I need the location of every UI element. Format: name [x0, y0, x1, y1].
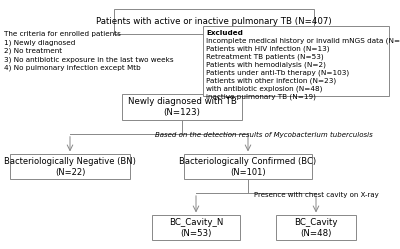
FancyBboxPatch shape [276, 215, 356, 240]
Text: BC_Cavity
(N=48): BC_Cavity (N=48) [294, 218, 338, 238]
FancyBboxPatch shape [152, 215, 240, 240]
Text: Presence with chest cavity on X-ray: Presence with chest cavity on X-ray [254, 192, 378, 198]
FancyBboxPatch shape [184, 154, 312, 179]
Text: Patients with active or inactive pulmonary TB (N=407): Patients with active or inactive pulmona… [96, 17, 332, 26]
Text: Based on the detection results of Mycobacterium tuberculosis: Based on the detection results of Mycoba… [155, 131, 373, 137]
Text: Bacteriologically Confirmed (BC)
(N=101): Bacteriologically Confirmed (BC) (N=101) [180, 157, 316, 177]
Text: Bacteriologically Negative (BN)
(N=22): Bacteriologically Negative (BN) (N=22) [4, 157, 136, 177]
Text: BC_Cavity_N
(N=53): BC_Cavity_N (N=53) [169, 218, 223, 238]
Text: Incomplete medical history or invalid mNGS data (N=23)
Patients with HIV infecti: Incomplete medical history or invalid mN… [206, 37, 400, 100]
Text: The criteria for enrolled patients
1) Newly diagnosed
2) No treatment
3) No anti: The criteria for enrolled patients 1) Ne… [4, 31, 174, 71]
FancyBboxPatch shape [114, 9, 314, 34]
FancyBboxPatch shape [10, 154, 130, 179]
Text: Newly diagnosed with TB
(N=123): Newly diagnosed with TB (N=123) [128, 97, 236, 117]
FancyBboxPatch shape [122, 94, 242, 120]
FancyBboxPatch shape [203, 26, 389, 96]
Text: Excluded: Excluded [206, 30, 243, 36]
